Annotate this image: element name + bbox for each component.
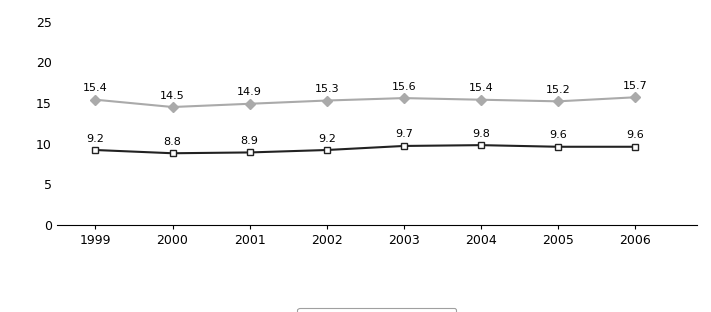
<150% Poverty [476, 98, 485, 102]
<100% Poverty [631, 145, 639, 149]
Text: 15.4: 15.4 [83, 83, 108, 93]
<100% Poverty [400, 144, 408, 148]
Text: 15.7: 15.7 [623, 81, 648, 91]
<100% Poverty [245, 151, 254, 154]
Legend: <150% Poverty, <100% Poverty: <150% Poverty, <100% Poverty [297, 308, 456, 312]
Text: 14.9: 14.9 [237, 87, 262, 97]
<150% Poverty [91, 98, 100, 102]
<150% Poverty [631, 95, 639, 99]
Text: 15.3: 15.3 [314, 84, 339, 94]
<150% Poverty [400, 96, 408, 100]
<150% Poverty [323, 99, 331, 102]
Line: <100% Poverty: <100% Poverty [92, 142, 638, 157]
<100% Poverty [169, 151, 177, 155]
<100% Poverty [476, 143, 485, 147]
Text: 9.8: 9.8 [472, 129, 490, 139]
Text: 15.2: 15.2 [545, 85, 570, 95]
<100% Poverty [323, 148, 331, 152]
<150% Poverty [169, 105, 177, 109]
Line: <150% Poverty: <150% Poverty [92, 94, 638, 110]
Text: 15.4: 15.4 [469, 83, 493, 93]
<150% Poverty [245, 102, 254, 106]
<100% Poverty [554, 145, 562, 149]
Text: 15.6: 15.6 [392, 82, 416, 92]
Text: 8.8: 8.8 [164, 137, 181, 147]
Text: 9.2: 9.2 [318, 134, 336, 144]
Text: 14.5: 14.5 [160, 90, 185, 100]
Text: 9.6: 9.6 [626, 130, 644, 140]
Text: 9.7: 9.7 [395, 129, 413, 139]
Text: 9.2: 9.2 [87, 134, 105, 144]
<100% Poverty [91, 148, 100, 152]
Text: 8.9: 8.9 [241, 136, 259, 146]
Text: 9.6: 9.6 [549, 130, 567, 140]
<150% Poverty [554, 100, 562, 103]
